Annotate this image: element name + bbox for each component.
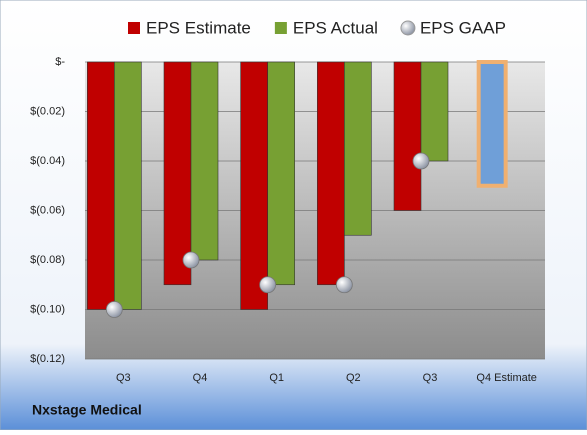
x-tick-label: Q3	[423, 372, 438, 384]
bar	[163, 61, 192, 286]
gaap-marker	[105, 301, 123, 318]
legend-label: EPS Actual	[293, 18, 378, 37]
legend-swatch	[274, 22, 287, 34]
gaap-marker	[182, 251, 200, 269]
legend-label: EPS GAAP	[420, 18, 506, 37]
y-tick-label: $(0.02)	[30, 105, 65, 117]
legend-marker	[400, 20, 416, 36]
bar	[87, 61, 115, 310]
legend-swatch	[128, 22, 140, 34]
y-tick-label: $-	[55, 56, 65, 68]
legend-label: EPS Estimate	[146, 18, 251, 37]
bar	[476, 60, 508, 188]
gaap-marker	[335, 276, 353, 294]
y-tick-label: $(0.12)	[30, 353, 65, 365]
footer: Nxstage Medical	[32, 402, 142, 418]
y-tick-label: $(0.04)	[30, 155, 65, 167]
bar	[190, 61, 219, 261]
bar	[267, 61, 295, 286]
bar	[114, 61, 142, 310]
x-tick-label: Q2	[346, 372, 361, 384]
x-tick-label: Q3	[116, 372, 131, 384]
bar	[420, 61, 449, 162]
y-tick-label: $(0.10)	[30, 303, 65, 315]
bar	[240, 61, 268, 310]
gaap-marker	[259, 276, 277, 294]
bar	[344, 61, 372, 236]
y-tick-label: $(0.06)	[30, 204, 65, 216]
gaap-marker	[412, 152, 430, 170]
x-tick-label: Q4 Estimate	[476, 372, 537, 384]
x-tick-label: Q1	[269, 372, 284, 384]
bar	[317, 61, 345, 286]
y-tick-label: $(0.08)	[30, 254, 65, 266]
x-tick-label: Q4	[193, 372, 208, 384]
bar	[393, 61, 422, 211]
